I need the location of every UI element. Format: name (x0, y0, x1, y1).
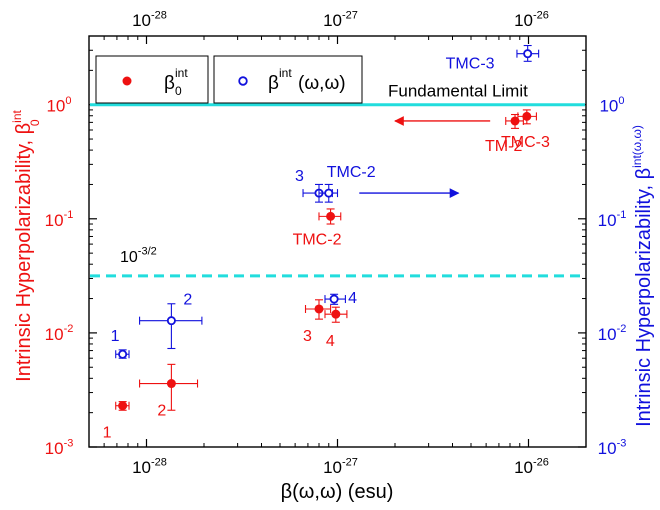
y-tick-label-left: 10-2 (45, 323, 74, 344)
reference-lines: Fundamental Limit 10-3/2 (90, 82, 585, 278)
beta_omega-point (318, 183, 339, 203)
beta_omega-point (115, 349, 130, 359)
open-circle-marker (324, 188, 334, 198)
annotation-arrows (359, 116, 491, 198)
point-label-blue: 1 (111, 328, 120, 345)
y-tick-label-left: 10-3 (45, 437, 74, 458)
x-tick-label-top: 10-27 (323, 9, 358, 30)
point-label-red: TMC-2 (293, 231, 342, 248)
point-label-red: 3 (303, 328, 312, 345)
beta0-point (304, 299, 332, 320)
y-tick-label-right: 10-2 (598, 323, 627, 344)
open-circle-marker (329, 294, 339, 304)
beta0-point (139, 363, 199, 411)
beta0-point (115, 401, 130, 411)
legend-entry-beta-omega: β int (ω,ω) (268, 61, 346, 94)
fundamental-limit-label: Fundamental Limit (388, 82, 528, 101)
y-tick-label-left: 10-1 (45, 209, 74, 230)
limit-line-dashed-label: 10-3/2 (120, 246, 157, 266)
legend-marker-filled-circle (122, 76, 132, 86)
point-label-red: 4 (326, 333, 335, 350)
y-tick-label-left: 100 (46, 95, 71, 116)
x-tick-label-bottom: 10-28 (132, 456, 167, 477)
beta0-point (517, 109, 537, 125)
beta_omega-point (324, 293, 346, 305)
legend-box-beta0 (95, 55, 209, 104)
x-tick-label-bottom: 10-26 (514, 456, 549, 477)
point-label-blue: TMC-3 (446, 56, 495, 73)
filled-circle-marker (331, 309, 341, 319)
point-label-blue: 4 (348, 290, 357, 307)
x-tick-label-top: 10-26 (514, 9, 549, 30)
y-tick-label-right: 10-1 (598, 209, 627, 230)
data-points (115, 44, 540, 411)
y-tick-label-right: 100 (599, 95, 624, 116)
x-axis-label: β(ω,ω) (esu) (281, 481, 394, 503)
point-label-blue: TMC-2 (327, 164, 376, 181)
beta0-point (505, 113, 524, 129)
point-label-blue: 2 (183, 292, 192, 309)
point-label-blue: 3 (295, 168, 304, 185)
axis-ticks: 10-28 10-28 10-27 10-27 10-26 10-26 10-3 10-3 10… (45, 9, 627, 477)
filled-circle-marker (326, 211, 336, 221)
legend: β int 0 β int (ω,ω) (95, 55, 363, 104)
point-label-red: TMC-3 (501, 134, 550, 151)
x-tick-label-bottom: 10-27 (323, 456, 358, 477)
open-circle-marker (523, 49, 533, 59)
beta0-point (324, 306, 348, 323)
legend-entry-beta0: β int 0 (164, 61, 193, 98)
open-circle-marker (166, 316, 176, 326)
right-y-axis-label: Intrinsic Hyperpolarizability, βint(ω,ω) (630, 125, 655, 427)
beta0-point (318, 208, 342, 225)
filled-circle-marker (166, 379, 176, 389)
beta_omega-point (516, 44, 540, 62)
beta_omega-point (139, 303, 203, 350)
filled-circle-marker (118, 401, 128, 411)
filled-circle-marker (522, 111, 532, 121)
filled-circle-marker (314, 304, 324, 314)
point-label-red: 2 (157, 403, 166, 420)
point-label-red: 1 (103, 425, 112, 442)
left-y-axis-label: Intrinsic Hyperpolarizability, βint 0 (10, 110, 42, 382)
filled-circle-marker (510, 116, 520, 126)
x-tick-label-top: 10-28 (132, 9, 167, 30)
legend-marker-open-circle (238, 76, 248, 86)
open-circle-marker (118, 349, 128, 359)
y-tick-label-right: 10-3 (598, 437, 627, 458)
point-label-red: TM-2 (485, 138, 522, 155)
